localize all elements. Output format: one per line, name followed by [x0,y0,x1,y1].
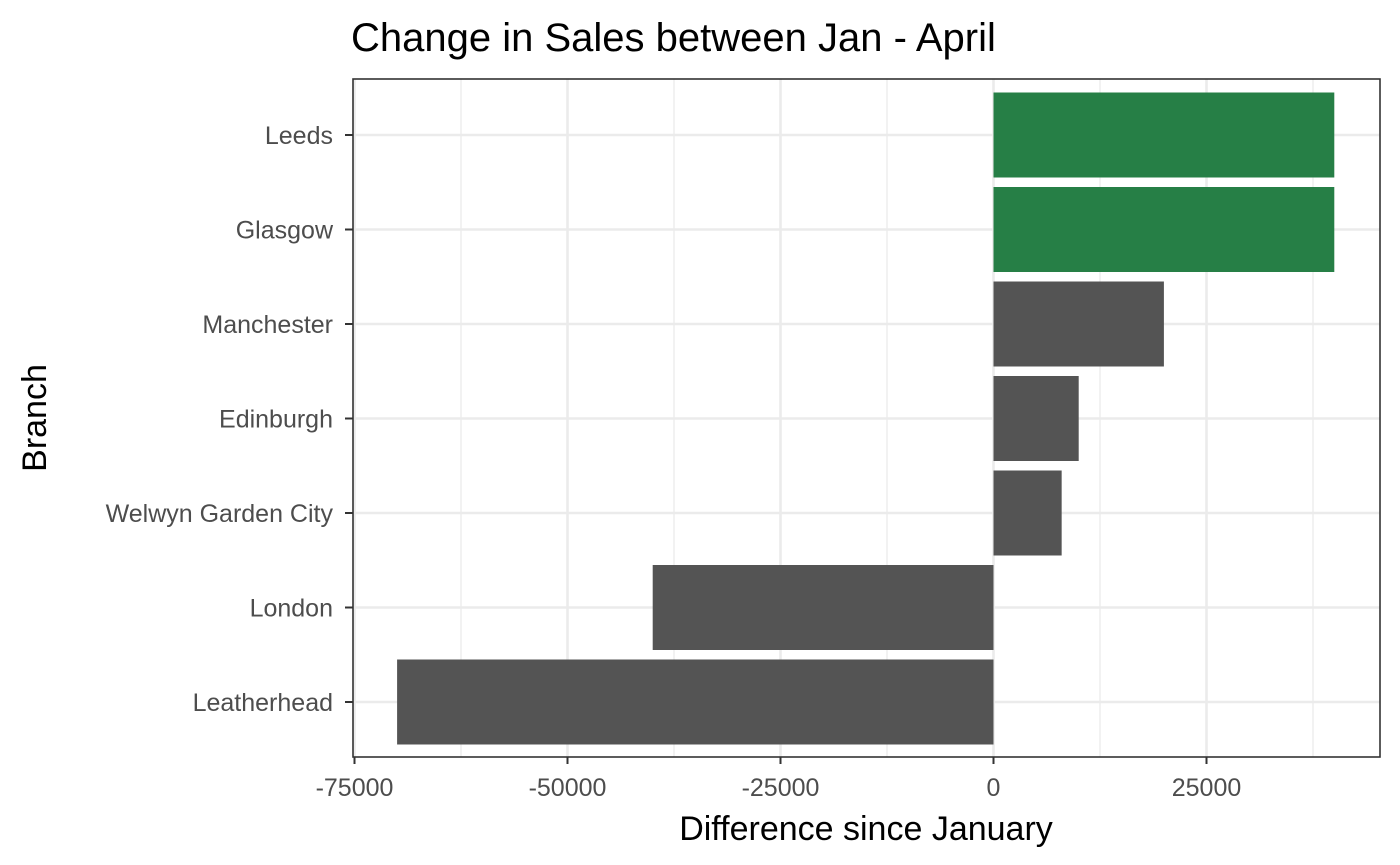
x-tick-label: 25000 [1172,774,1242,802]
y-tick-label: Manchester [202,311,333,339]
bar-edinburgh [993,376,1079,461]
y-tick-label: Leatherhead [193,689,333,717]
y-tick-label: Welwyn Garden City [106,500,334,528]
x-axis-title: Difference since January [679,810,1053,848]
y-tick-label: Leeds [265,122,333,150]
x-axis: -75000 -50000 -25000 0 25000 [316,757,1242,802]
chart-title: Change in Sales between Jan - April [351,16,996,60]
bar-london [652,565,994,650]
bars [397,92,1335,745]
bar-leatherhead [397,659,994,745]
x-tick-label: 0 [987,774,1001,802]
x-tick-label: -75000 [316,774,394,802]
x-tick-label: -25000 [742,774,820,802]
y-axis-title: Branch [16,364,54,472]
x-tick-label: -50000 [529,774,607,802]
bar-welwyn-garden-city [993,470,1062,556]
bar-leeds [993,92,1335,178]
y-tick-label: London [250,595,333,623]
bar-manchester [993,281,1164,367]
bar-glasgow [993,187,1335,272]
y-tick-label: Glasgow [236,217,334,245]
y-axis: Leeds Glasgow Manchester Edinburgh Welwyn Ga… [106,122,353,717]
y-tick-label: Edinburgh [219,406,333,434]
